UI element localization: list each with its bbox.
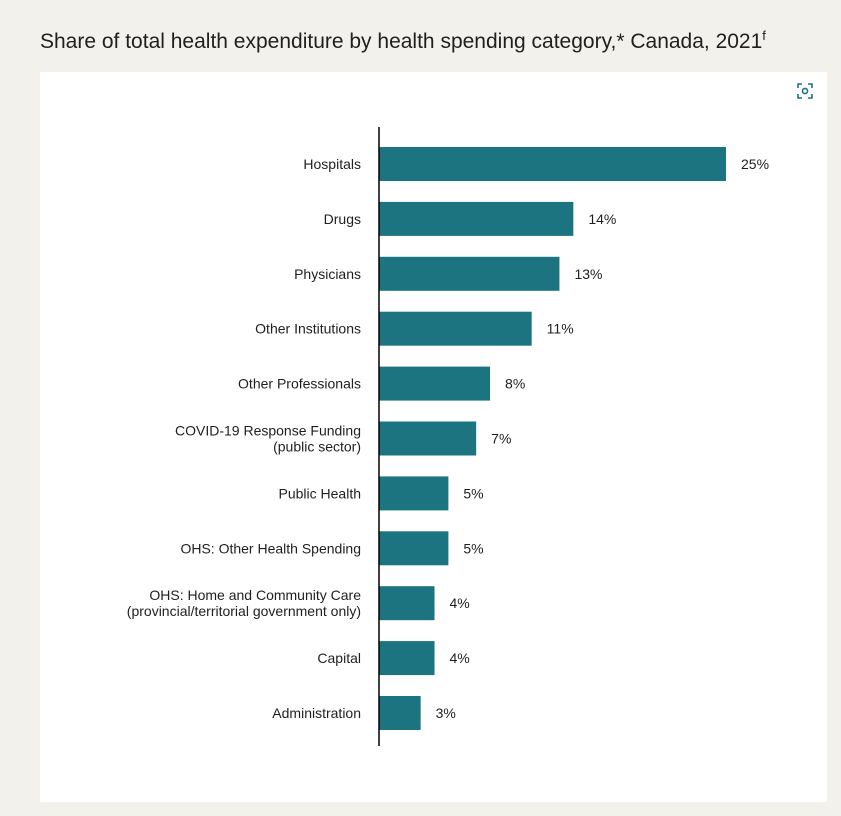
bar-public-health — [379, 476, 449, 511]
category-label-covid-19-response-funding: COVID-19 Response Funding (public sector) — [175, 423, 361, 455]
focus-expand-icon[interactable] — [796, 82, 814, 100]
category-label-physicians: Physicians — [294, 266, 361, 282]
category-label-other-professionals: Other Professionals — [238, 376, 361, 392]
chart-title: Share of total health expenditure by hea… — [40, 27, 766, 57]
value-label-ohs-home-and-community-care: 4% — [450, 595, 470, 611]
bar-ohs-other-health-spending — [379, 531, 449, 566]
value-label-administration: 3% — [436, 705, 456, 721]
category-label-drugs: Drugs — [324, 211, 361, 227]
chart-title-superscript: f — [762, 28, 766, 43]
value-label-other-institutions: 11% — [547, 321, 574, 337]
category-label-public-health: Public Health — [279, 485, 362, 501]
value-label-ohs-other-health-spending: 5% — [463, 540, 483, 556]
chart-title-text: Share of total health expenditure by hea… — [40, 30, 763, 53]
category-label-hospitals: Hospitals — [303, 156, 361, 172]
value-label-capital: 4% — [450, 650, 470, 666]
bar-hospitals — [379, 147, 726, 181]
bar-administration — [379, 696, 421, 730]
category-label-ohs-other-health-spending: OHS: Other Health Spending — [180, 540, 361, 556]
bar-other-institutions — [379, 311, 532, 346]
value-label-covid-19-response-funding: 7% — [491, 431, 511, 447]
bar-drugs — [379, 201, 574, 236]
value-label-physicians: 13% — [574, 266, 602, 282]
value-label-public-health: 5% — [463, 485, 483, 501]
category-label-other-institutions: Other Institutions — [255, 321, 361, 337]
bar-capital — [379, 641, 435, 676]
category-label-ohs-home-and-community-care: OHS: Home and Community Care (provincial/… — [127, 587, 361, 619]
value-label-other-professionals: 8% — [505, 376, 525, 392]
bar-covid-19-response-funding — [379, 421, 477, 456]
category-label-administration: Administration — [272, 705, 361, 721]
bar-physicians — [379, 256, 560, 291]
bar-ohs-home-and-community-care — [379, 586, 435, 621]
bar-other-professionals — [379, 366, 491, 401]
value-label-hospitals: 25% — [741, 156, 769, 172]
value-label-drugs: 14% — [588, 211, 616, 227]
category-label-capital: Capital — [317, 650, 361, 666]
